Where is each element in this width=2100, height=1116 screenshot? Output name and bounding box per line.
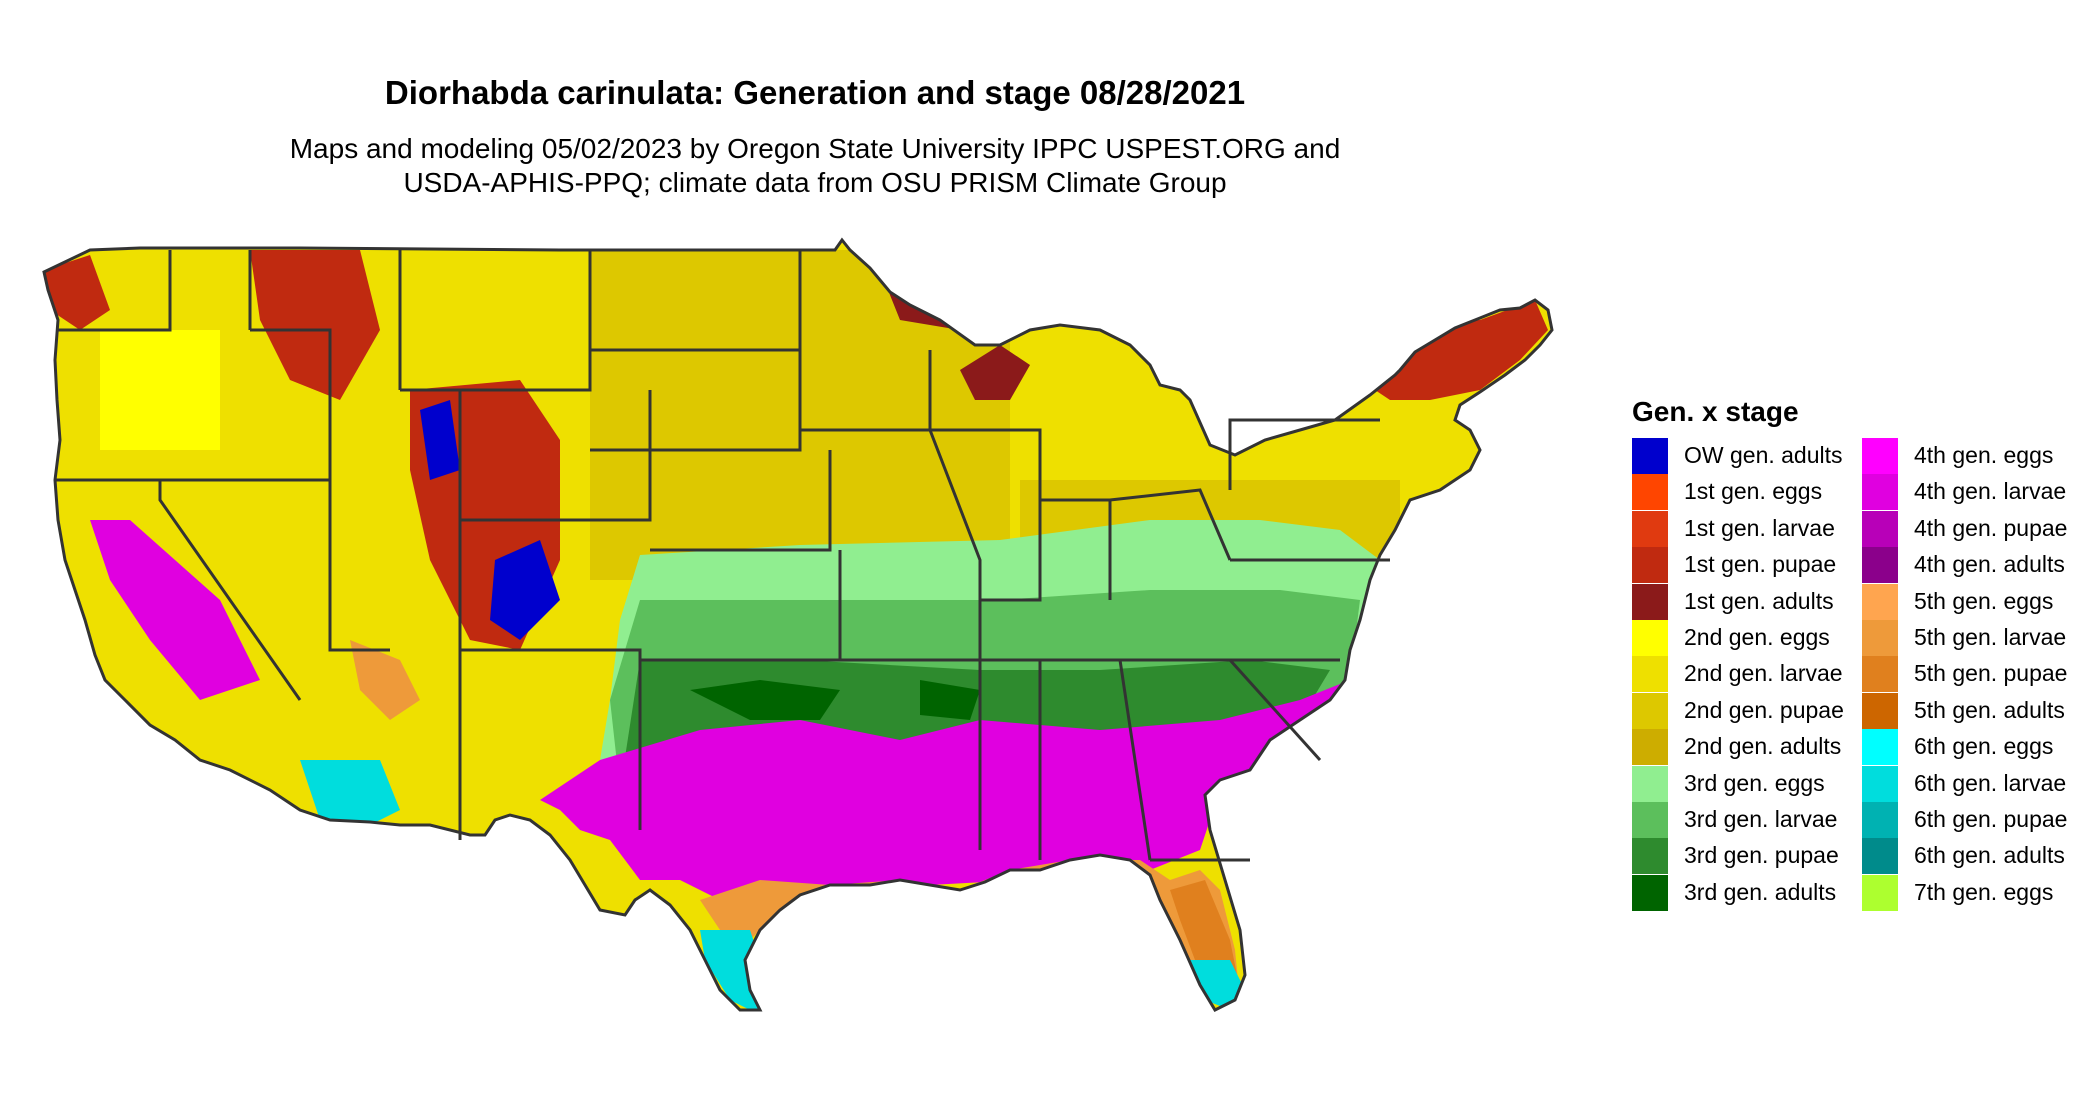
subtitle-line-2: USDA-APHIS-PPQ; climate data from OSU PR… <box>403 167 1227 198</box>
legend-label: 5th gen. eggs <box>1914 587 2054 614</box>
legend-label: OW gen. adults <box>1684 442 1843 468</box>
region-ow-adults-1 <box>420 400 460 480</box>
legend-swatch <box>1862 619 1898 656</box>
border-nv-id <box>160 328 332 482</box>
map-title: Diorhabda carinulata: Generation and sta… <box>384 74 1246 111</box>
legend-swatch <box>1862 474 1898 511</box>
legend-swatch <box>1632 583 1668 620</box>
legend-label: 5th gen. pupae <box>1914 660 2068 687</box>
region-1st-gen-pupae-northeast <box>1350 300 1548 400</box>
legend-swatch <box>1862 438 1898 474</box>
subtitle-line-1: Maps and modeling 05/02/2023 by Oregon S… <box>289 133 1341 164</box>
region-1st-gen-pupae-idaho <box>250 250 380 400</box>
legend-label: 5th gen. adults <box>1914 696 2065 723</box>
legend-label: 1st gen. larvae <box>1684 514 1835 541</box>
legend-label: 4th gen. pupae <box>1914 514 2068 541</box>
legend-swatch <box>1632 838 1668 875</box>
border-oh <box>1109 488 1232 561</box>
legend-label: 2nd gen. pupae <box>1684 696 1844 723</box>
legend-label: 1st gen. eggs <box>1684 478 1823 505</box>
legend-label: 6th gen. eggs <box>1914 733 2054 760</box>
region-4th-gen-larvae <box>540 680 1350 920</box>
legend-label: 1st gen. pupae <box>1684 551 1837 578</box>
legend-label: 2nd gen. eggs <box>1684 623 1830 650</box>
state-borders <box>42 238 1554 1012</box>
legend-swatch <box>1632 474 1668 511</box>
border-sc-ga <box>1228 658 1322 762</box>
legend-swatch <box>1862 656 1898 693</box>
legend-swatch <box>1862 510 1898 547</box>
legend-swatch <box>1862 765 1898 802</box>
legend-label: 3rd gen. larvae <box>1684 805 1838 832</box>
legend-swatch <box>1632 692 1668 729</box>
region-5th-gen-larvae-az <box>350 640 420 720</box>
region-4th-gen-larvae-west <box>90 520 260 700</box>
region-1st-gen-adults-lower-mi <box>960 345 1030 400</box>
legend-label: 2nd gen. adults <box>1684 733 1842 760</box>
legend-swatch <box>1632 619 1668 656</box>
legend-swatch <box>1632 729 1668 766</box>
legend-label: 4th gen. adults <box>1914 551 2065 578</box>
border-wy <box>400 250 592 392</box>
border-mo-ar <box>840 429 982 662</box>
legend-label: 3rd gen. adults <box>1684 878 1837 905</box>
legend-label: 4th gen. eggs <box>1914 442 2054 468</box>
legend-swatch <box>1862 692 1898 729</box>
legend-label: 6th gen. pupae <box>1914 805 2068 832</box>
legend-swatch <box>1862 547 1898 584</box>
legend-swatch <box>1632 765 1668 802</box>
legend-label: 4th gen. larvae <box>1914 478 2067 505</box>
legend-title: Gen. x stage <box>1632 396 1799 427</box>
border-ne-ks <box>650 450 832 552</box>
legend-swatch <box>1632 874 1668 911</box>
legend-label: 1st gen. adults <box>1684 587 1834 614</box>
region-6th-gen-larvae-az <box>300 760 400 830</box>
legend-swatch <box>1862 729 1898 766</box>
region-6th-gen-larvae-florida <box>1190 960 1245 1010</box>
legend-label: 7th gen. eggs <box>1914 878 2054 905</box>
region-3rd-gen-adults-2 <box>920 680 980 720</box>
border-nm <box>460 648 642 830</box>
border-co <box>460 390 652 522</box>
legend-label: 2nd gen. larvae <box>1684 660 1843 687</box>
legend-swatch <box>1632 801 1668 838</box>
border-ca <box>55 478 302 701</box>
region-1st-gen-pupae-northwest <box>44 255 110 330</box>
legend-swatch <box>1862 583 1898 620</box>
region-2nd-gen-eggs-west <box>100 330 220 450</box>
legend-label: 5th gen. larvae <box>1914 623 2067 650</box>
legend-swatch <box>1632 510 1668 547</box>
border-mn-ia <box>798 250 932 432</box>
map-subtitle: Maps and modeling 05/02/2023 by Oregon S… <box>0 132 1630 200</box>
legend-swatch <box>1862 801 1898 838</box>
border-wa-or <box>58 250 172 332</box>
legend-swatch <box>1632 438 1668 474</box>
region-3rd-gen-adults <box>690 680 840 720</box>
legend-label: 3rd gen. eggs <box>1684 769 1825 796</box>
border-pa-ny <box>1228 418 1380 490</box>
legend-swatch <box>1862 838 1898 875</box>
border-al-ga <box>1118 659 1152 861</box>
border-nv-ut <box>328 480 390 652</box>
legend-label: 6th gen. larvae <box>1914 769 2067 796</box>
region-ow-adults-2 <box>490 540 560 640</box>
legend-swatch <box>1632 656 1668 693</box>
legend-label: 3rd gen. pupae <box>1684 842 1839 869</box>
legend-swatch <box>1632 547 1668 584</box>
legend-swatch <box>1862 874 1898 911</box>
legend-label: 6th gen. adults <box>1914 842 2065 869</box>
border-il <box>930 428 1042 602</box>
